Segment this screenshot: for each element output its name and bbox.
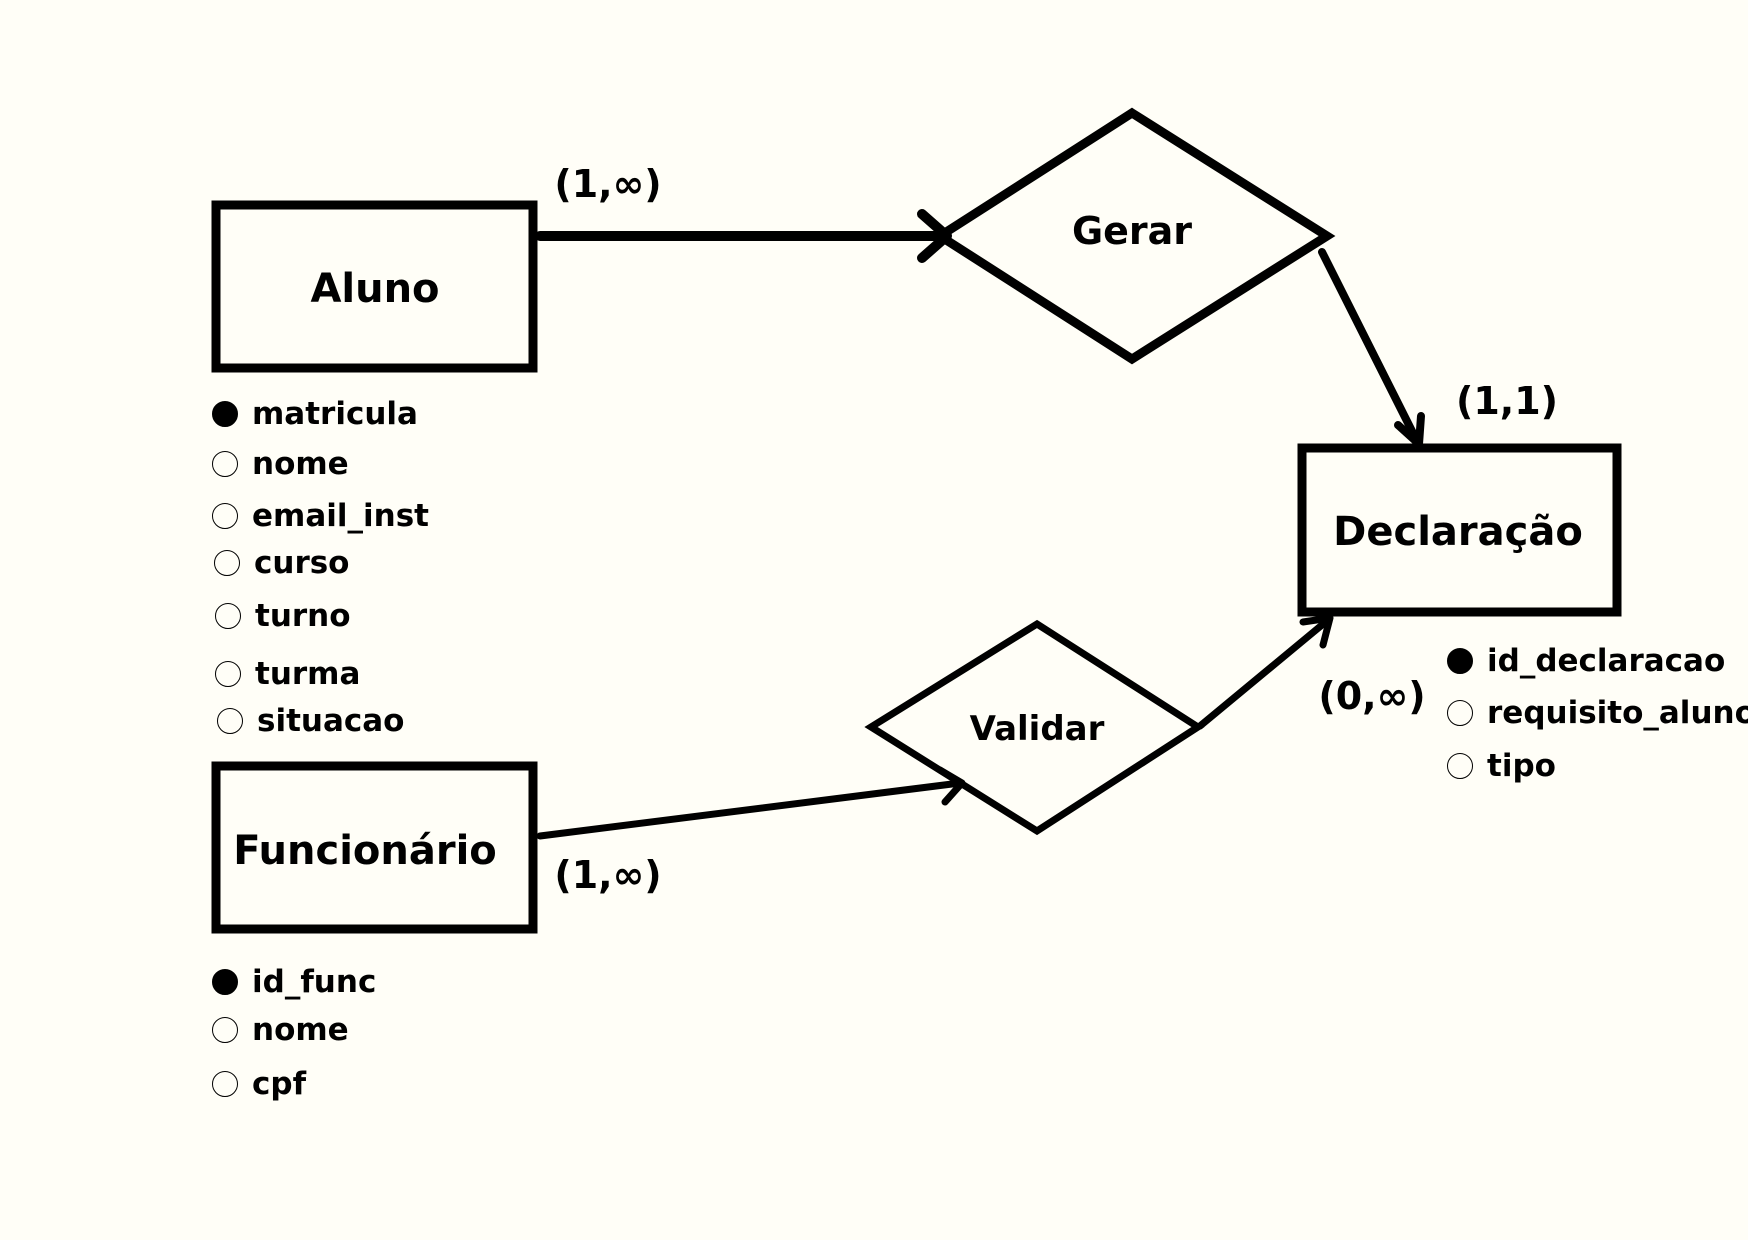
relationship-validar-label: Validar	[970, 709, 1105, 749]
cardinality-funcionario-validar: (1,∞)	[554, 853, 661, 897]
attribute-icon	[215, 603, 241, 629]
attribute-label: tipo	[1487, 748, 1556, 784]
attribute-icon	[215, 661, 241, 687]
attribute-icon	[212, 503, 238, 529]
attribute-curso: curso	[214, 545, 349, 581]
attribute-turno: turno	[215, 598, 351, 634]
attribute-id-func: id_func	[212, 964, 376, 1000]
entity-declaracao-label: Declaração	[1333, 509, 1583, 555]
attribute-label: nome	[252, 446, 349, 482]
attribute-icon	[212, 1017, 238, 1043]
attribute-icon	[212, 451, 238, 477]
attribute-label: curso	[254, 545, 350, 581]
attribute-icon	[214, 550, 240, 576]
attribute-label: id_declaracao	[1487, 643, 1726, 679]
entity-aluno-box[interactable]	[211, 200, 538, 373]
attribute-requisito-aluno: requisito_aluno	[1447, 695, 1748, 731]
connector-funcionario-validar	[536, 766, 966, 840]
attribute-label: email_inst	[252, 498, 429, 534]
key-attribute-icon	[1447, 648, 1473, 674]
entity-funcionario-box[interactable]	[211, 761, 538, 934]
attribute-label: matricula	[252, 396, 418, 432]
attribute-icon	[217, 708, 243, 734]
entity-aluno-label: Aluno	[310, 266, 439, 312]
connector-validar-declaracao	[1196, 614, 1334, 730]
attribute-turma: turma	[215, 656, 360, 692]
cardinality-validar-declaracao: (0,∞)	[1318, 674, 1425, 718]
attribute-label: situacao	[257, 703, 405, 739]
attribute-id-declaracao: id_declaracao	[1447, 643, 1725, 679]
attribute-label: id_func	[252, 964, 377, 1000]
attribute-label: nome	[252, 1012, 349, 1048]
attribute-matricula: matricula	[212, 396, 418, 432]
attribute-label: cpf	[252, 1066, 307, 1102]
cardinality-aluno-gerar: (1,∞)	[554, 162, 661, 206]
relationship-validar-diamond[interactable]	[864, 619, 1205, 836]
attribute-tipo: tipo	[1447, 748, 1556, 784]
key-attribute-icon	[212, 969, 238, 995]
attribute-label: turno	[255, 598, 351, 634]
relationship-gerar-diamond[interactable]	[931, 107, 1336, 365]
attribute-label: turma	[255, 656, 361, 692]
entity-declaracao-box[interactable]	[1297, 443, 1622, 617]
entity-funcionario-label: Funcionário	[233, 828, 497, 874]
attribute-email-inst: email_inst	[212, 498, 429, 534]
attribute-nome: nome	[212, 446, 349, 482]
attribute-situacao: situacao	[217, 703, 404, 739]
key-attribute-icon	[212, 401, 238, 427]
attribute-label: requisito_aluno	[1487, 695, 1748, 731]
attribute-cpf: cpf	[212, 1066, 306, 1102]
attribute-icon	[1447, 753, 1473, 779]
connector-aluno-gerar	[535, 209, 952, 263]
relationship-gerar-label: Gerar	[1072, 209, 1192, 253]
attribute-nome: nome	[212, 1012, 349, 1048]
connector-gerar-declaracao	[1318, 248, 1425, 448]
attribute-icon	[212, 1071, 238, 1097]
attribute-icon	[1447, 700, 1473, 726]
cardinality-gerar-declaracao: (1,1)	[1456, 379, 1558, 423]
